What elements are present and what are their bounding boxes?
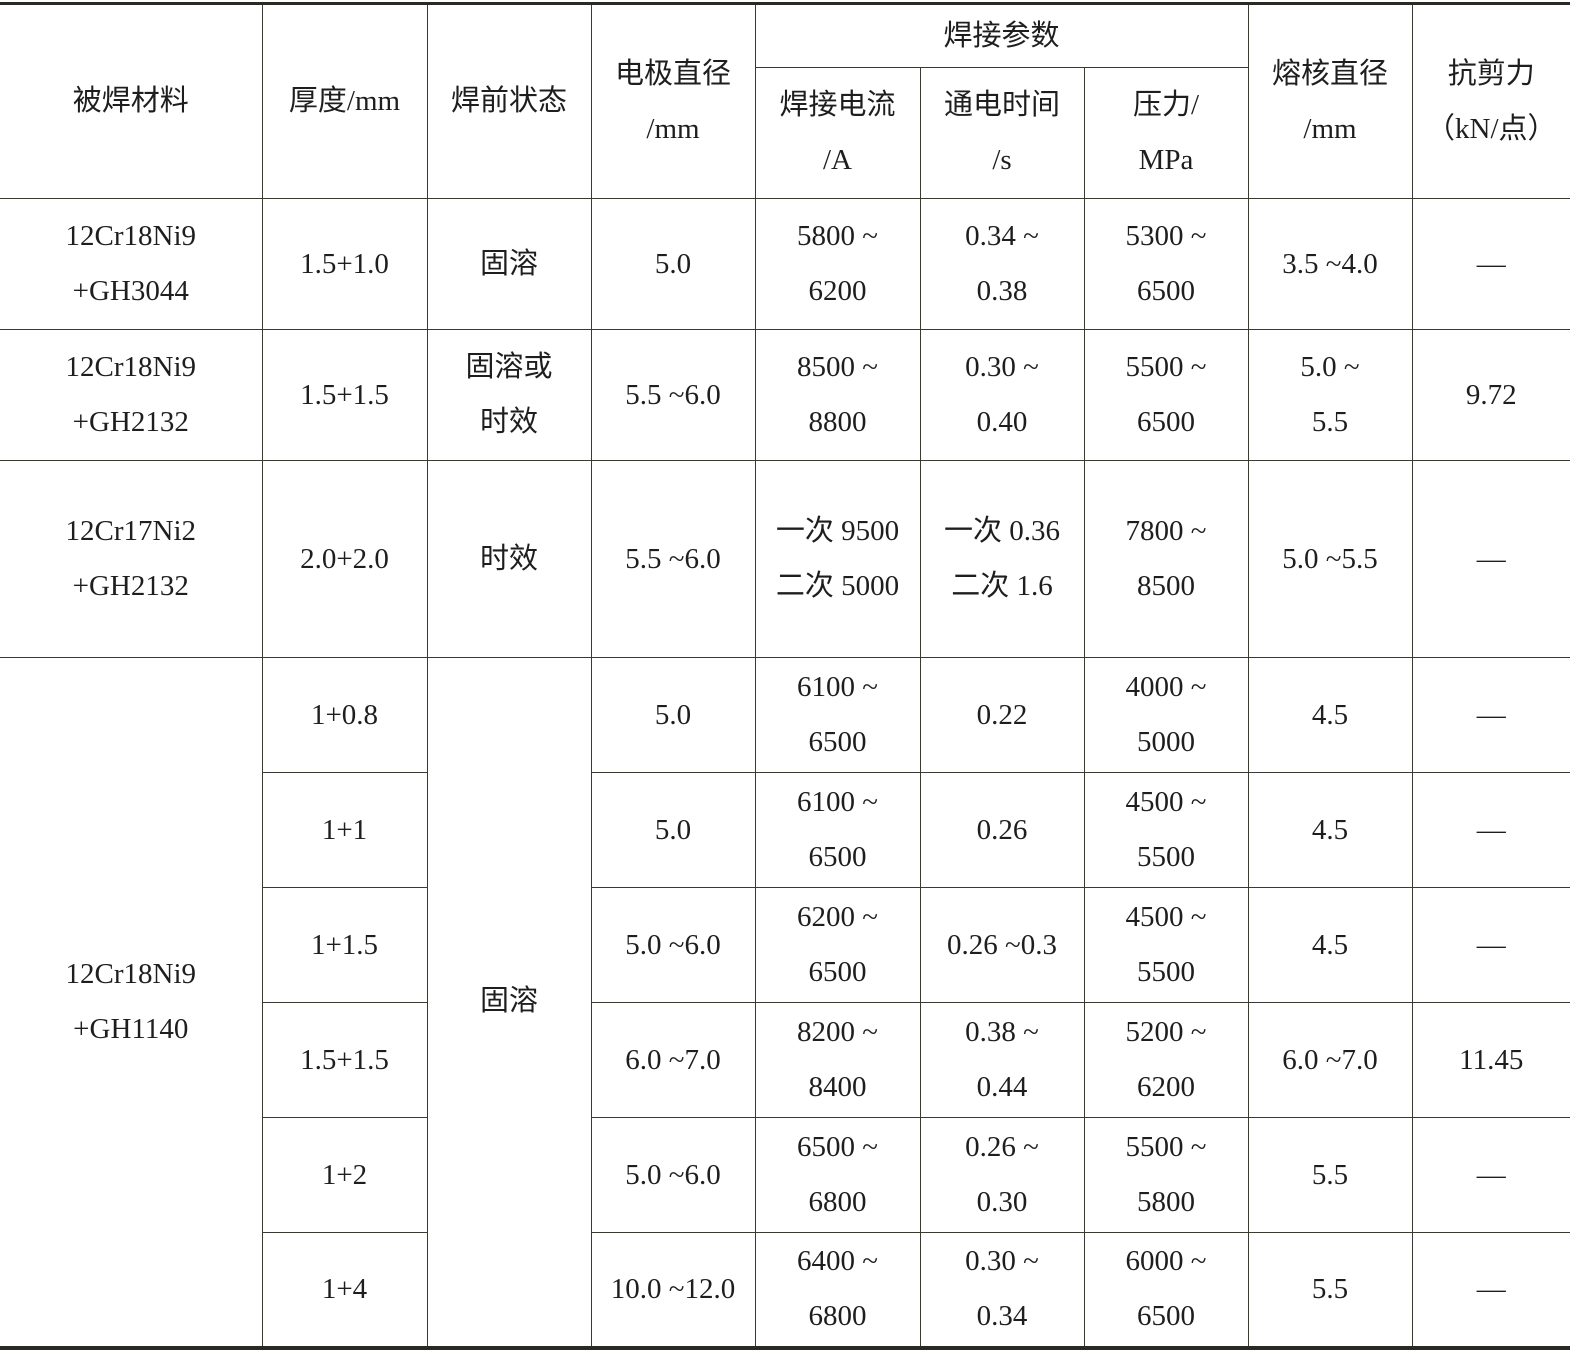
cell-state: 时效 <box>426 460 592 658</box>
cell-state: 固溶 <box>426 657 592 1348</box>
cell-nugget: 5.0 ~5.5 <box>1247 460 1413 658</box>
cell-thickness: 1+4 <box>262 1232 428 1348</box>
cell-state: 固溶 <box>426 198 592 330</box>
cell-nugget: 4.5 <box>1247 887 1413 1003</box>
cell-current: 6500 ~ 6800 <box>754 1117 921 1233</box>
table-row: 1.5+1.5 6.0 ~7.0 8200 ~ 8400 0.38 ~ 0.44 520… <box>0 1002 1571 1118</box>
cell-time: 一次 0.36 二次 1.6 <box>919 460 1085 658</box>
cell-electrode: 5.5 ~6.0 <box>590 329 756 461</box>
cell-nugget: 4.5 <box>1247 772 1413 888</box>
table-row: 12Cr18Ni9 +GH3044 1.5+1.0 固溶 5.0 5800 ~ 6200… <box>0 198 1571 330</box>
cell-thickness: 1.5+1.5 <box>262 1002 428 1118</box>
cell-current: 6100 ~ 6500 <box>754 657 921 773</box>
header-current: 焊接电流 /A <box>755 67 921 199</box>
table-row: 1+1 5.0 6100 ~ 6500 0.26 4500 ~ 5500 4.5— <box>0 772 1571 888</box>
cell-electrode: 10.0 ~12.0 <box>590 1232 756 1348</box>
cell-nugget: 5.5 <box>1247 1117 1413 1233</box>
cell-time: 0.26 ~0.3 <box>919 887 1085 1003</box>
cell-electrode: 6.0 ~7.0 <box>590 1002 756 1118</box>
cell-current: 8200 ~ 8400 <box>754 1002 921 1118</box>
cell-thickness: 1.5+1.5 <box>261 329 428 461</box>
cell-pressure: 4000 ~ 5000 <box>1083 657 1249 773</box>
table-body: 12Cr18Ni9 +GH3044 1.5+1.0 固溶 5.0 5800 ~ 6200… <box>0 198 1571 1348</box>
cell-time: 0.22 <box>919 657 1085 773</box>
cell-time: 0.38 ~ 0.44 <box>919 1002 1085 1118</box>
cell-shear: — <box>1411 1232 1571 1348</box>
cell-material: 12Cr18Ni9 +GH1140 <box>0 657 263 1348</box>
cell-pressure: 4500 ~ 5500 <box>1083 887 1249 1003</box>
cell-nugget: 5.5 <box>1247 1232 1413 1348</box>
cell-time: 0.26 <box>919 772 1085 888</box>
cell-thickness: 2.0+2.0 <box>261 460 428 658</box>
header-material: 被焊材料 <box>0 3 263 199</box>
cell-current: 6100 ~ 6500 <box>754 772 921 888</box>
cell-pressure: 6000 ~ 6500 <box>1083 1232 1249 1348</box>
cell-pressure: 5200 ~ 6200 <box>1083 1002 1249 1118</box>
cell-pressure: 5300 ~ 6500 <box>1083 198 1249 330</box>
cell-current: 一次 9500 二次 5000 <box>754 460 921 658</box>
cell-shear: — <box>1411 460 1571 658</box>
cell-shear: — <box>1411 657 1571 773</box>
header-params: 焊接参数 <box>754 3 1249 68</box>
table-row: 12Cr18Ni9 +GH1140 1+0.8 固溶 5.0 6100 ~ 6500 0.… <box>0 657 1571 1348</box>
header-pre-state: 焊前状态 <box>426 3 592 199</box>
header-shear: 抗剪力 （kN/点） <box>1411 3 1571 199</box>
cell-electrode: 5.0 <box>590 657 756 773</box>
cell-material: 12Cr18Ni9 +GH3044 <box>0 198 263 330</box>
cell-state: 固溶或 时效 <box>426 329 592 461</box>
cell-shear: — <box>1411 772 1571 888</box>
cell-electrode: 5.5 ~6.0 <box>590 460 756 658</box>
header-pressure: 压力/ MPa <box>1083 67 1249 199</box>
cell-shear: — <box>1411 1117 1571 1233</box>
cell-current: 5800 ~ 6200 <box>754 198 921 330</box>
cell-pressure: 5500 ~ 5800 <box>1083 1117 1249 1233</box>
cell-shear: — <box>1411 887 1571 1003</box>
table-row: 12Cr18Ni9 +GH2132 1.5+1.5 固溶或 时效 5.5 ~6.0 85… <box>0 329 1571 461</box>
cell-pressure: 4500 ~ 5500 <box>1083 772 1249 888</box>
cell-thickness: 1+2 <box>262 1117 428 1233</box>
cell-nugget: 5.0 ~ 5.5 <box>1247 329 1413 461</box>
cell-thickness: 1+0.8 <box>261 657 428 773</box>
table-row: 1+4 10.0 ~12.0 6400 ~ 6800 0.30 ~ 0.34 6000 … <box>0 1232 1571 1348</box>
cell-thickness: 1+1.5 <box>262 887 428 1003</box>
cell-time: 0.26 ~ 0.30 <box>919 1117 1085 1233</box>
cell-current: 6200 ~ 6500 <box>754 887 921 1003</box>
cell-nugget: 4.5 <box>1247 657 1413 773</box>
cell-thickness: 1+1 <box>262 772 428 888</box>
cell-electrode: 5.0 ~6.0 <box>590 887 756 1003</box>
cell-electrode: 5.0 ~6.0 <box>590 1117 756 1233</box>
cell-electrode: 5.0 <box>590 772 756 888</box>
table-row: 12Cr17Ni2 +GH2132 2.0+2.0 时效 5.5 ~6.0 一次 950… <box>0 460 1571 658</box>
header-nugget: 熔核直径 /mm <box>1247 3 1413 199</box>
cell-time: 0.30 ~ 0.40 <box>919 329 1085 461</box>
header-time: 通电时间 /s <box>919 67 1085 199</box>
cell-current: 6400 ~ 6800 <box>754 1232 921 1348</box>
header-electrode: 电极直径 /mm <box>590 3 756 199</box>
cell-electrode: 5.0 <box>590 198 756 330</box>
cell-shear: — <box>1411 198 1571 330</box>
cell-pressure: 5500 ~ 6500 <box>1083 329 1249 461</box>
cell-material: 12Cr17Ni2 +GH2132 <box>0 460 263 658</box>
cell-thickness: 1.5+1.0 <box>261 198 428 330</box>
cell-nugget: 3.5 ~4.0 <box>1247 198 1413 330</box>
cell-shear: 11.45 <box>1411 1002 1571 1118</box>
cell-material: 12Cr18Ni9 +GH2132 <box>0 329 263 461</box>
cell-pressure: 7800 ~ 8500 <box>1083 460 1249 658</box>
cell-shear: 9.72 <box>1411 329 1571 461</box>
cell-nugget: 6.0 ~7.0 <box>1247 1002 1413 1118</box>
cell-current: 8500 ~ 8800 <box>754 329 921 461</box>
header-thickness: 厚度/mm <box>261 3 428 199</box>
cell-time: 0.30 ~ 0.34 <box>919 1232 1085 1348</box>
cell-time: 0.34 ~ 0.38 <box>919 198 1085 330</box>
